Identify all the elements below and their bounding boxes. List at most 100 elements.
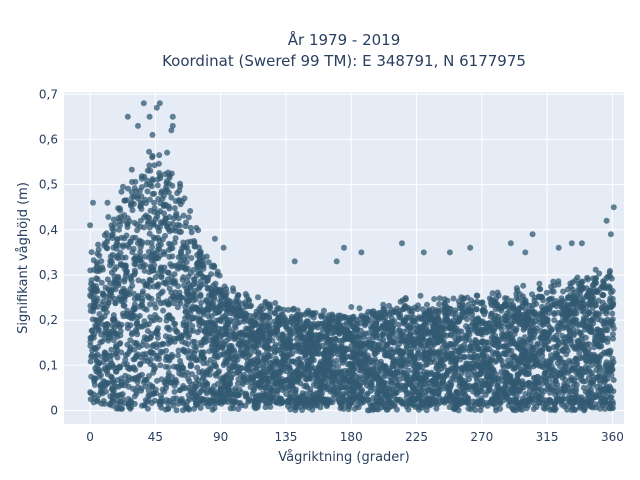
data-point — [604, 375, 611, 382]
data-point — [409, 308, 416, 315]
data-point — [144, 239, 151, 246]
data-point — [166, 240, 172, 247]
data-point — [310, 320, 317, 327]
data-point — [349, 394, 356, 401]
data-point — [428, 316, 435, 323]
data-point — [162, 378, 169, 385]
data-point — [116, 218, 123, 225]
data-point — [321, 379, 328, 386]
data-point — [211, 263, 218, 269]
data-point — [192, 280, 199, 287]
data-point — [230, 355, 236, 362]
data-point — [470, 388, 477, 395]
data-point — [198, 342, 205, 348]
data-point — [138, 385, 145, 392]
data-point — [467, 327, 473, 334]
data-point — [96, 366, 103, 373]
data-point — [242, 291, 249, 297]
chart-title-line1: År 1979 - 2019 — [288, 30, 401, 49]
data-point — [156, 152, 163, 159]
data-point — [357, 340, 364, 347]
data-point — [609, 355, 616, 362]
data-point — [278, 378, 285, 385]
data-point — [122, 352, 129, 359]
data-point — [516, 305, 523, 311]
data-point — [176, 187, 183, 194]
data-point — [168, 315, 175, 322]
data-point — [89, 316, 96, 323]
data-point — [519, 293, 526, 300]
data-point — [188, 255, 195, 261]
data-point — [155, 296, 162, 303]
data-point — [335, 363, 341, 370]
data-point — [469, 371, 476, 378]
data-point — [436, 301, 443, 308]
data-point — [158, 190, 165, 197]
data-point — [308, 330, 315, 337]
data-point — [121, 197, 128, 204]
data-point — [398, 371, 405, 378]
data-point — [166, 205, 173, 212]
data-point — [226, 379, 233, 385]
data-point — [146, 196, 153, 203]
data-point — [392, 388, 399, 395]
data-point — [300, 325, 307, 332]
data-point — [100, 291, 107, 298]
data-point — [610, 335, 616, 342]
data-point — [484, 388, 491, 395]
data-point — [285, 376, 292, 383]
data-point — [234, 294, 241, 301]
data-point — [120, 313, 127, 320]
data-point — [131, 346, 138, 353]
data-point — [348, 304, 355, 310]
data-point — [274, 387, 281, 394]
data-point — [114, 275, 121, 281]
data-point — [610, 388, 617, 395]
data-point — [586, 292, 593, 299]
data-point — [152, 304, 159, 311]
data-point — [432, 373, 439, 380]
data-point — [133, 390, 140, 397]
data-point — [273, 358, 280, 365]
data-point — [607, 267, 613, 274]
data-point — [153, 328, 160, 335]
data-point — [367, 384, 374, 391]
data-point — [175, 347, 182, 354]
data-point — [98, 279, 105, 286]
data-point — [586, 383, 593, 390]
data-point — [198, 299, 205, 306]
data-point — [377, 346, 384, 353]
data-point — [564, 286, 571, 293]
data-point — [606, 383, 613, 390]
data-point — [439, 378, 446, 385]
data-point — [513, 325, 520, 332]
data-point — [137, 244, 144, 251]
data-point — [143, 281, 150, 288]
data-point — [381, 352, 388, 359]
data-point — [159, 386, 166, 393]
data-point — [185, 313, 192, 320]
data-point — [380, 330, 386, 337]
data-point — [395, 321, 402, 328]
data-point — [384, 341, 391, 348]
data-point — [297, 370, 304, 377]
data-point — [427, 359, 434, 366]
data-point — [183, 321, 190, 328]
data-point — [357, 364, 364, 371]
data-point — [128, 277, 135, 284]
data-point — [380, 305, 387, 312]
data-point — [573, 305, 580, 312]
data-point — [179, 333, 186, 339]
data-point — [138, 193, 145, 200]
data-point — [564, 382, 571, 389]
data-point — [214, 268, 221, 275]
data-point — [108, 360, 115, 367]
data-point — [417, 292, 424, 299]
data-point — [195, 309, 202, 315]
data-point — [594, 310, 601, 317]
data-point — [179, 276, 186, 283]
data-point — [149, 244, 156, 251]
data-point — [318, 312, 325, 319]
data-point — [380, 336, 387, 343]
data-point — [602, 302, 609, 309]
